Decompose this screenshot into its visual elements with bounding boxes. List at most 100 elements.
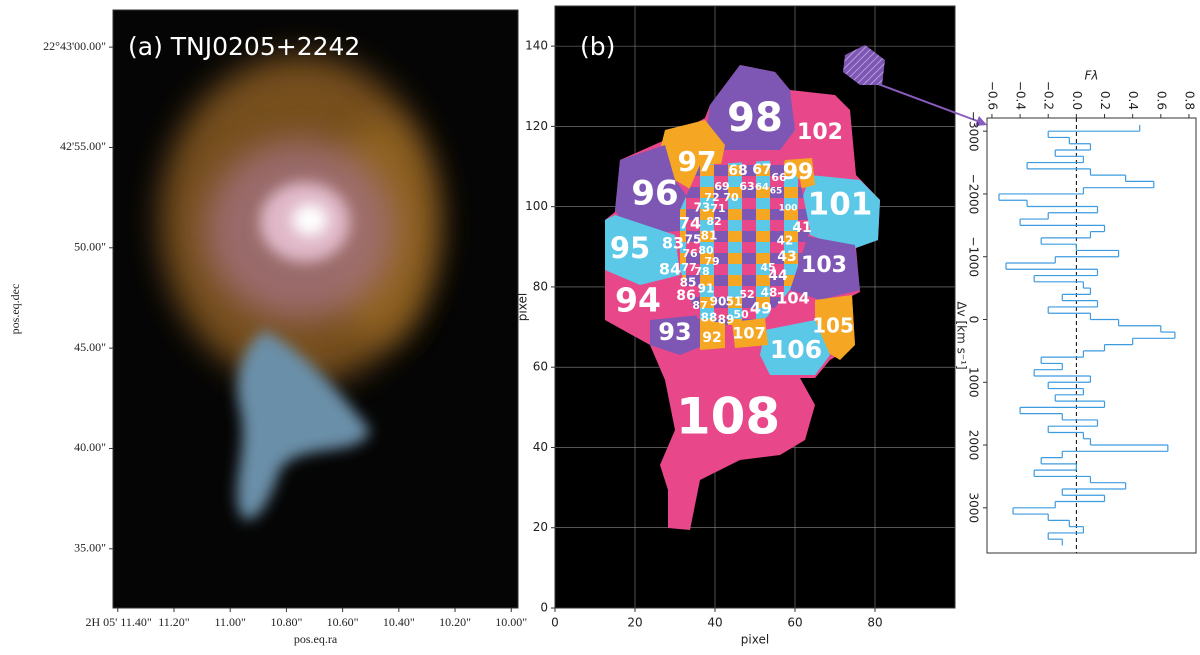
region-label: 81 xyxy=(701,229,718,243)
panel-title: (a) TNJ0205+2242 xyxy=(128,32,360,61)
y-tick-label: 120 xyxy=(525,119,548,133)
region-label: 72 xyxy=(704,191,719,204)
panel-title: (b) xyxy=(580,32,615,61)
region-label: 93 xyxy=(658,318,691,346)
y-tick-label: 35.00" xyxy=(74,541,106,555)
region-label: 103 xyxy=(801,253,847,278)
x-tick-label: 60 xyxy=(787,616,802,630)
x-tick-label: −0.2 xyxy=(1042,81,1056,110)
region-label: 87 xyxy=(692,299,707,312)
y-tick-label: 20 xyxy=(533,520,548,534)
y-tick-label: 0 xyxy=(967,316,981,324)
region-label: 67 xyxy=(752,162,771,178)
axes-frame xyxy=(112,9,519,609)
region xyxy=(705,65,795,150)
region-label: 76 xyxy=(682,247,698,260)
region-label: 94 xyxy=(615,281,661,320)
region-label: 64 xyxy=(755,182,769,193)
x-tick-label: 11.00" xyxy=(214,615,246,629)
region-label: 85 xyxy=(680,276,697,290)
region-label: 89 xyxy=(718,313,735,327)
region-label: 80 xyxy=(698,244,714,257)
region xyxy=(615,145,690,235)
x-tick-label: 0.4 xyxy=(1126,91,1140,110)
region-label: 78 xyxy=(694,265,709,278)
region-label: 77 xyxy=(681,261,696,274)
x-tick-label: 11.20" xyxy=(158,615,190,629)
region-label: 52 xyxy=(739,288,754,301)
y-axis-label: Δv [km s⁻¹] xyxy=(955,301,969,369)
region-label: 100 xyxy=(779,204,798,214)
y-tick-label: 3000 xyxy=(967,493,981,524)
region-label: 91 xyxy=(698,282,715,296)
x-tick-label: 10.40" xyxy=(383,615,415,629)
y-tick-label: 0 xyxy=(540,601,548,615)
y-tick-label: 40.00" xyxy=(74,440,106,454)
y-tick-label: 2000 xyxy=(967,430,981,461)
region-label: 73 xyxy=(694,201,711,215)
region-label: 82 xyxy=(706,215,721,228)
x-tick-label: 80 xyxy=(867,616,882,630)
x-tick-label: −0.4 xyxy=(1014,81,1028,110)
region-cluster xyxy=(680,160,810,325)
x-axis-label: Fλ xyxy=(1084,69,1098,83)
y-tick-label: 140 xyxy=(525,39,548,53)
y-tick-label: 1000 xyxy=(967,367,981,398)
axes-frame xyxy=(986,117,1197,554)
region-label: 49 xyxy=(750,299,772,318)
x-tick-label: −0.6 xyxy=(985,81,999,110)
region-label: 102 xyxy=(797,120,843,145)
blue-tail xyxy=(236,330,370,520)
region-label: 68 xyxy=(728,163,747,179)
image-panel xyxy=(113,10,518,608)
x-axis-label: pixel xyxy=(741,633,769,647)
x-tick-label: 0.0 xyxy=(1070,91,1084,110)
region-label: 88 xyxy=(701,311,718,325)
y-tick-label: 60 xyxy=(533,360,548,374)
region xyxy=(650,315,705,355)
region xyxy=(605,215,680,285)
region-label: 83 xyxy=(662,234,684,253)
y-tick-label: 45.00" xyxy=(74,340,106,354)
x-tick-label: 0.8 xyxy=(1182,91,1196,110)
region-label: 74 xyxy=(679,214,701,233)
region-label: 99 xyxy=(783,160,814,185)
region-label: 98 xyxy=(727,95,783,141)
y-tick-label: −3000 xyxy=(967,111,981,152)
y-axis-label: pos.eq.dec xyxy=(8,284,22,335)
region-label: 101 xyxy=(808,187,873,223)
y-tick-label: 42'55.00" xyxy=(60,139,106,153)
nucleus xyxy=(292,204,328,236)
y-tick-label: 22°43'00.00" xyxy=(43,39,106,53)
x-tick-label: 10.20" xyxy=(439,615,471,629)
arrow-head xyxy=(975,116,987,126)
x-tick-label: 0.6 xyxy=(1154,91,1168,110)
region-label: 71 xyxy=(710,202,725,215)
region-label: 105 xyxy=(812,314,854,338)
x-tick-label: 0.2 xyxy=(1098,91,1112,110)
x-tick-label: 40 xyxy=(707,616,722,630)
region-label: 104 xyxy=(776,289,809,308)
x-tick-label: 10.00" xyxy=(495,615,527,629)
region-label: 43 xyxy=(777,249,796,265)
y-tick-label: 80 xyxy=(533,279,548,293)
region-label: 106 xyxy=(770,335,822,364)
region-label: 84 xyxy=(659,260,681,279)
region-label: 96 xyxy=(631,174,678,214)
region-label: 86 xyxy=(676,288,695,304)
region xyxy=(732,318,768,348)
region-label: 42 xyxy=(777,234,794,248)
region-label: 66 xyxy=(771,171,787,184)
x-tick-label: 0 xyxy=(551,616,559,630)
region-label: 44 xyxy=(768,268,788,284)
region-label: 50 xyxy=(733,308,749,321)
region-label: 97 xyxy=(678,145,717,178)
region-label: 69 xyxy=(714,180,729,193)
region-label: 108 xyxy=(676,388,780,446)
region-label: 63 xyxy=(739,180,754,193)
region-label: 90 xyxy=(710,295,727,309)
x-tick-label: 10.80" xyxy=(270,615,302,629)
region xyxy=(760,320,830,375)
x-tick-label: 20 xyxy=(627,616,642,630)
